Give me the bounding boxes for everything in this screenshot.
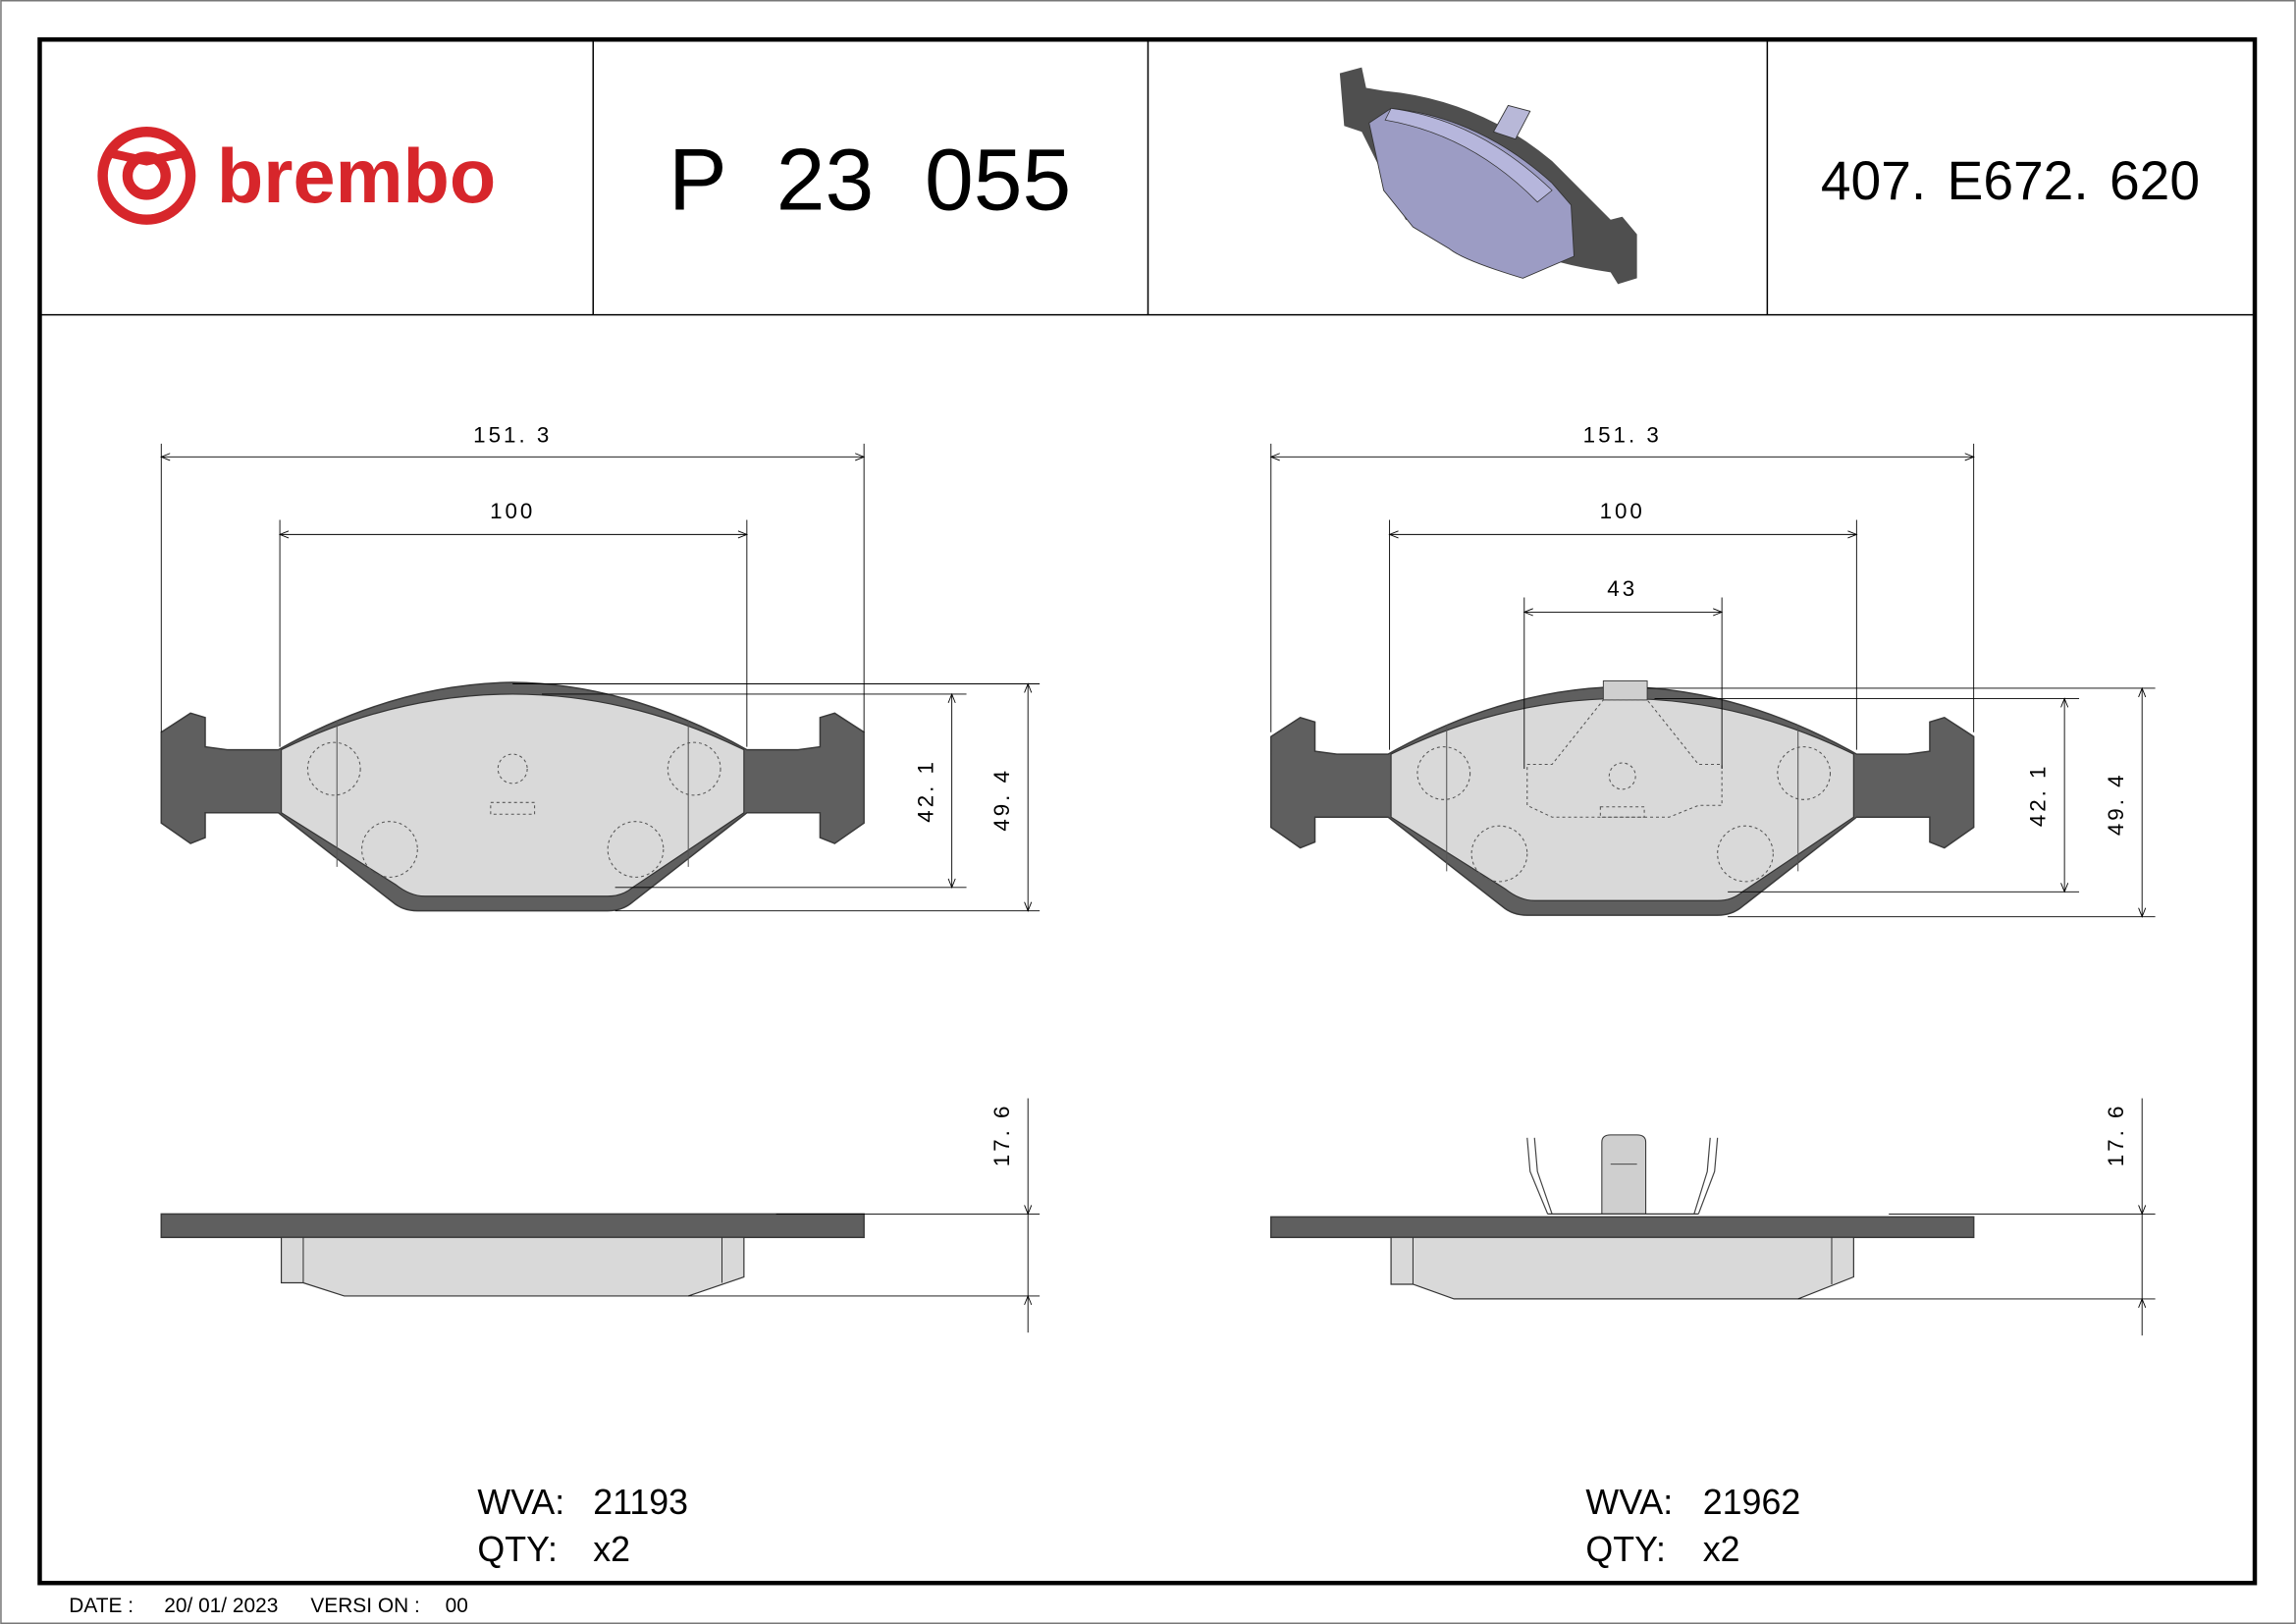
dim-friction-height: 42. 1 [2026,764,2051,828]
pad-side-view: 17. 6 [160,1098,1041,1333]
drawing-right: 151. 3 100 43 42. 1 49. 4 [1269,422,2156,1569]
wva-label: WVA: [1585,1483,1673,1522]
drawing-left: 151. 3 100 42. 1 49. 4 17. 6 WVA: 21193 … [160,422,1041,1569]
dim-inner-width: 100 [1600,499,1645,523]
wva-number: 21193 [593,1483,688,1522]
friction-material [1390,697,1854,901]
dim-overall-width: 151. 3 [473,422,552,447]
dim-total-height: 49. 4 [2104,772,2128,836]
part-number: P 23 055 [668,130,1071,228]
spring-clip [1526,680,1723,818]
title-block: brembo P 23 055 407. E672. 620 [39,39,2256,316]
qty-value: x2 [1703,1530,1740,1569]
dim-clip-width: 43 [1607,576,1637,601]
dimensions-front: 151. 3 100 43 42. 1 49. 4 [1269,422,2156,918]
dim-thickness: 17. 6 [989,1104,1014,1167]
pad-side-view: 17. 6 [1270,1098,2156,1336]
pad-front-view [1270,685,1975,916]
dim-total-height: 49. 4 [989,768,1014,832]
brembo-disc-icon [97,127,196,225]
brake-pad-3d-preview [1339,67,1637,285]
dim-thickness: 17. 6 [2104,1104,2128,1167]
qty-label: QTY: [477,1530,558,1569]
dim-overall-width: 151. 3 [1583,422,1662,447]
qty-label: QTY: [1585,1530,1666,1569]
friction-material [280,693,745,897]
wva-number: 21962 [1703,1483,1801,1522]
version-label: VERSI ON : [310,1595,419,1617]
date-value: 20/ 01/ 2023 [164,1595,278,1617]
footer: DATE : 20/ 01/ 2023 VERSI ON : 00 [69,1595,468,1617]
reference-number: 407. E672. 620 [1821,150,2200,211]
qty-value: x2 [593,1530,630,1569]
dimensions-front: 151. 3 100 42. 1 49. 4 [160,422,1041,912]
dim-friction-height: 42. 1 [913,759,937,823]
brand-name: brembo [217,135,496,219]
date-label: DATE : [69,1595,133,1617]
version-value: 00 [446,1595,468,1617]
brembo-logo: brembo [97,127,496,225]
pad-front-view [160,681,865,912]
wva-label: WVA: [477,1483,564,1522]
dim-inner-width: 100 [490,499,535,523]
